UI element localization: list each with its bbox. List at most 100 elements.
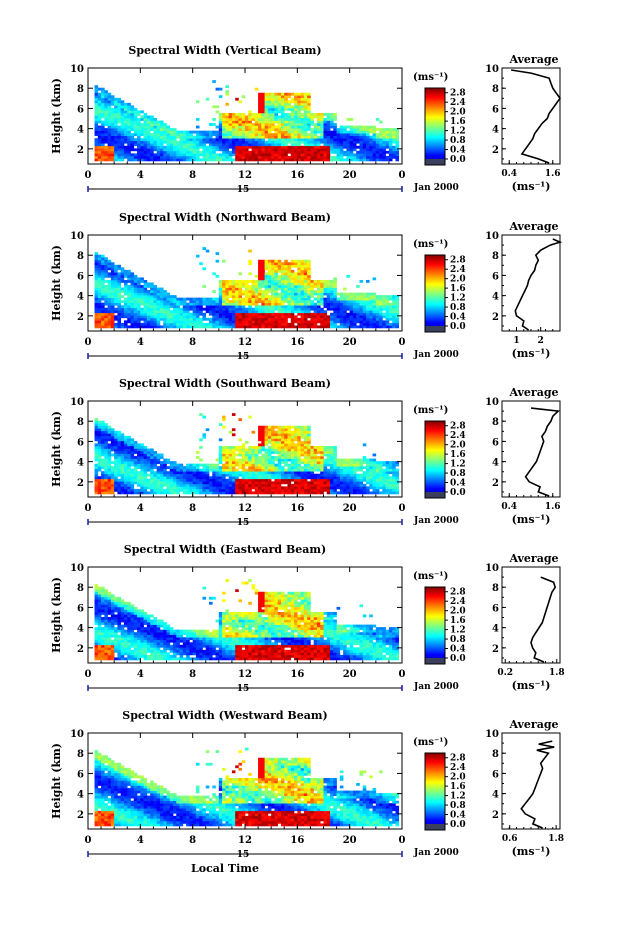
heatmap-cell — [130, 282, 135, 286]
heatmap-cell — [245, 282, 249, 286]
colorbar-gradient — [425, 88, 445, 165]
heatmap-cell — [313, 478, 318, 482]
heatmap-cell — [264, 140, 269, 144]
heatmap-cell — [326, 322, 331, 326]
heatmap-cell — [130, 476, 135, 480]
heatmap-cell — [274, 155, 279, 159]
heatmap-cell — [241, 307, 246, 311]
heatmap-cell — [267, 476, 272, 480]
heatmap-cell — [297, 302, 301, 306]
heatmap-cell — [280, 440, 285, 444]
heatmap-cell — [326, 153, 331, 157]
heatmap-cell — [189, 153, 193, 157]
heatmap-cell — [375, 145, 380, 149]
heatmap-cell — [300, 461, 305, 464]
heatmap-cell — [137, 148, 141, 152]
heatmap-cell — [284, 135, 288, 139]
heatmap-cell — [274, 97, 279, 101]
heatmap-cell — [356, 305, 360, 309]
heatmap-cell — [179, 135, 184, 139]
heatmap-cell — [277, 453, 282, 457]
heatmap-cell — [385, 150, 390, 154]
heatmap-cell — [280, 269, 285, 273]
heatmap-cell — [150, 453, 154, 457]
heatmap-cell — [359, 153, 364, 157]
heatmap-cell — [294, 138, 298, 142]
heatmap-cell — [133, 274, 138, 278]
heatmap-cell — [277, 274, 282, 278]
heatmap-cell — [339, 307, 344, 311]
heatmap-cell — [137, 118, 141, 121]
heatmap-cell — [120, 448, 125, 452]
heatmap-cell — [166, 305, 171, 309]
heatmap-cell — [97, 297, 102, 301]
heatmap-cell — [287, 483, 292, 487]
heatmap-cell — [277, 155, 282, 159]
heatmap-cell — [159, 155, 164, 159]
heatmap-cell — [169, 153, 174, 157]
heatmap-cell — [94, 463, 99, 467]
heatmap-cell — [225, 451, 229, 454]
heatmap-cell — [294, 478, 298, 482]
heatmap-cell — [310, 453, 314, 457]
heatmap-cell — [241, 130, 246, 134]
heatmap-cell — [369, 302, 373, 306]
heatmap-cell — [117, 305, 122, 309]
heatmap-cell — [290, 488, 295, 492]
heatmap-cell — [218, 295, 223, 298]
heatmap-cell — [316, 118, 321, 121]
colorbar-tick-label: 2.0 — [450, 108, 466, 118]
heatmap-cell — [339, 140, 344, 144]
heatmap-cell — [271, 440, 275, 444]
heatmap-cell — [182, 312, 187, 316]
heatmap-cell — [156, 305, 161, 309]
heatmap-cell — [101, 128, 105, 131]
heatmap-cell — [274, 481, 279, 485]
heatmap-cell — [97, 115, 102, 119]
heatmap-cell — [231, 483, 236, 487]
heatmap-cell — [133, 456, 138, 459]
heatmap-cell — [271, 302, 275, 306]
heatmap-cell — [284, 478, 288, 482]
heatmap-cell — [225, 115, 229, 119]
heatmap-cell — [101, 100, 105, 104]
heatmap-cell — [97, 300, 102, 304]
heatmap-cell — [359, 322, 364, 326]
heatmap-cell — [307, 451, 311, 454]
heatmap-cell — [392, 302, 396, 306]
heatmap-cell — [280, 322, 285, 326]
heatmap-cell — [369, 143, 373, 147]
heatmap-cell — [173, 320, 177, 324]
heatmap-cell — [369, 320, 373, 324]
heatmap-cell — [375, 135, 380, 139]
heatmap-cell — [182, 143, 187, 147]
heatmap-cell — [120, 295, 125, 298]
heatmap-cell — [186, 473, 190, 477]
heatmap-cell — [313, 285, 318, 288]
heatmap-cell — [307, 115, 311, 119]
heatmap-cell — [261, 317, 265, 321]
heatmap-cell — [179, 468, 184, 472]
heatmap-cell — [133, 155, 138, 159]
heatmap-cell — [284, 425, 288, 429]
heatmap-cell — [280, 279, 285, 283]
heatmap-cell — [238, 158, 243, 162]
heatmap-cell — [385, 302, 390, 306]
heatmap-cell — [117, 105, 122, 109]
heatmap-cell — [143, 488, 148, 492]
heatmap-cell — [297, 292, 301, 296]
heatmap-cell — [267, 322, 272, 326]
heatmap-cell — [195, 138, 200, 142]
heatmap-cell — [94, 418, 99, 422]
heatmap-cell — [264, 133, 269, 137]
heatmap-cell — [274, 125, 279, 129]
heatmap-cell — [277, 97, 282, 101]
heatmap-cell — [127, 140, 131, 144]
heatmap-cell — [222, 125, 226, 129]
heatmap-cell — [264, 102, 269, 106]
heatmap-cell — [267, 481, 272, 485]
heatmap-cell — [261, 100, 265, 104]
heatmap-cell — [133, 133, 138, 137]
heatmap-cell — [153, 315, 157, 319]
heatmap-cell — [300, 285, 305, 288]
